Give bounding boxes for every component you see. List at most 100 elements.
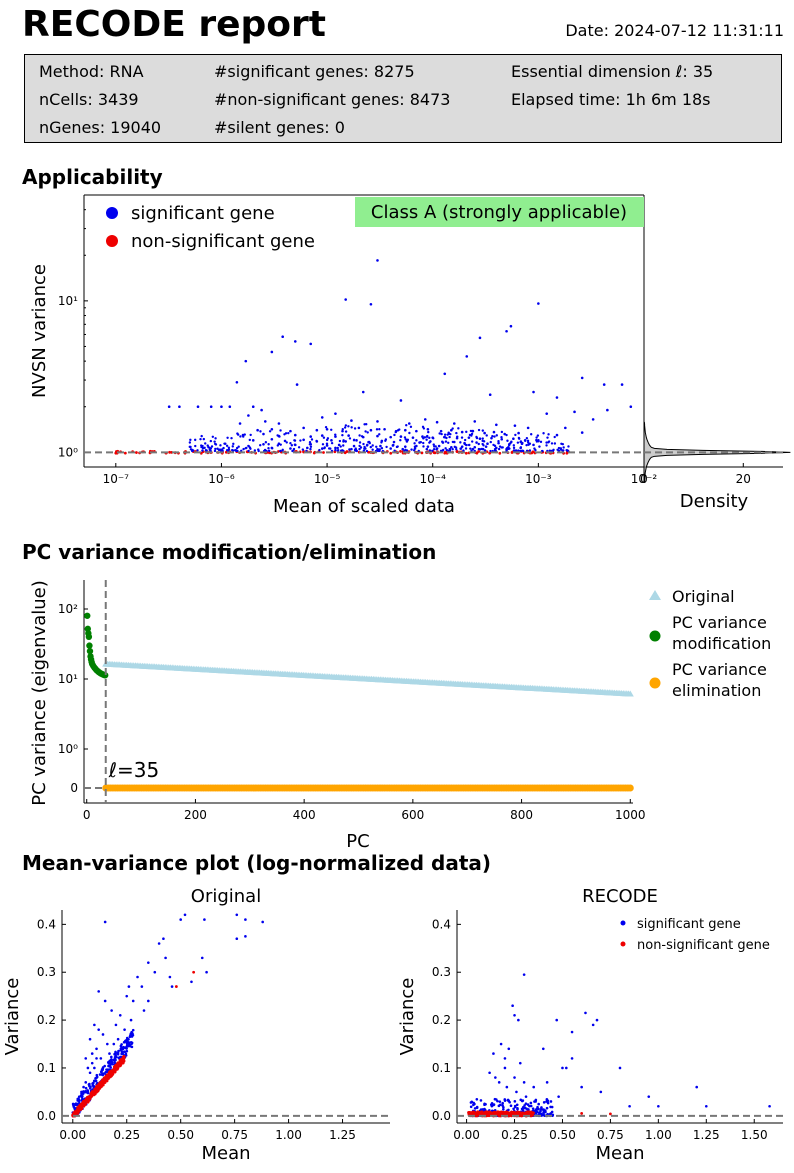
- app-point-significant: [251, 439, 255, 442]
- mv-recode-point-significant: [529, 1104, 533, 1108]
- mv-original-point-significant: [108, 1059, 112, 1063]
- app-point-significant: [196, 449, 199, 452]
- app-point-significant: [334, 435, 337, 438]
- mv-recode-point-significant: [523, 1104, 526, 1107]
- app-point-significant: [358, 434, 361, 437]
- app-point-significant: [407, 422, 411, 425]
- app-point-significant: [271, 447, 274, 450]
- app-point-significant: [433, 445, 436, 448]
- mv-recode-point-nonsignificant: [528, 1111, 532, 1115]
- report-title: RECODE report: [22, 4, 326, 45]
- mv-recode-xlabel: Mean: [595, 1143, 644, 1164]
- app-class-label: Class A (strongly applicable): [371, 202, 627, 223]
- summary-nonsig-genes: #non-significant genes: 8473: [214, 90, 451, 109]
- app-point-significant: [396, 429, 400, 432]
- app-ylabel: NVSN variance: [29, 264, 50, 398]
- app-point-significant: [403, 428, 407, 432]
- app-point-significant: [427, 430, 430, 434]
- app-point-significant: [232, 442, 235, 446]
- app-point-significant: [309, 435, 313, 438]
- mv-recode-point-nonsignificant: [480, 1110, 484, 1115]
- mv-recode-ytick-label: 0.1: [432, 1061, 451, 1075]
- app-point-significant: [242, 447, 245, 451]
- app-point-significant: [196, 405, 200, 409]
- mv-original-point-significant: [80, 1094, 84, 1097]
- mv-recode-point-significant: [475, 1097, 479, 1101]
- mv-original-point-significant: [84, 1081, 88, 1084]
- app-point-significant: [238, 422, 242, 425]
- mv-recode-point-significant: [492, 1052, 495, 1055]
- app-point-significant: [244, 359, 248, 363]
- app-point-significant: [302, 438, 305, 442]
- mv-original-point-significant: [76, 1099, 80, 1102]
- app-point-significant: [290, 444, 294, 447]
- mv-original-point-significant: [110, 1060, 114, 1064]
- mv-original-point-significant: [131, 1028, 135, 1032]
- app-point-significant: [231, 445, 234, 448]
- mv-original-point-significant: [95, 1073, 99, 1077]
- mv-original-point-nonsignificant: [118, 1058, 122, 1063]
- mv-recode-point-significant: [506, 1098, 510, 1102]
- mv-recode-point-significant: [542, 1113, 546, 1117]
- app-point-significant: [545, 444, 548, 447]
- app-point-significant: [357, 426, 361, 430]
- app-class-box: [355, 197, 644, 227]
- pc-point-modification: [101, 672, 109, 679]
- app-point-significant: [534, 448, 537, 452]
- app-point-significant: [360, 435, 364, 438]
- app-point-significant: [457, 427, 460, 430]
- mv-original-point-significant: [131, 999, 135, 1003]
- app-point-nonsignificant: [345, 450, 349, 453]
- app-point-significant: [347, 425, 350, 428]
- app-point-significant: [338, 439, 342, 443]
- mv-original-ytick-label: 0.2: [37, 1013, 56, 1027]
- app-point-significant: [306, 446, 309, 450]
- app-point-significant: [361, 390, 365, 394]
- app-point-significant: [341, 429, 344, 433]
- app-point-significant: [444, 447, 447, 450]
- app-point-significant: [216, 447, 219, 450]
- app-point-significant: [354, 447, 357, 450]
- app-point-significant: [548, 449, 552, 452]
- app-point-significant: [478, 336, 482, 340]
- app-point-significant: [213, 449, 217, 453]
- app-point-significant: [435, 448, 438, 451]
- app-point-significant: [426, 427, 430, 431]
- app-point-significant: [528, 442, 532, 445]
- app-point-significant: [325, 427, 329, 431]
- app-point-significant: [483, 431, 486, 435]
- app-point-significant: [204, 442, 207, 445]
- mv-recode-xtick-label: 0.75: [597, 1128, 624, 1142]
- app-point-significant: [178, 405, 181, 409]
- app-point-significant: [465, 430, 468, 434]
- mv-original-point-significant: [131, 1032, 134, 1035]
- app-point-significant: [344, 430, 348, 433]
- app-point-significant: [432, 437, 435, 440]
- app-point-significant: [369, 445, 373, 449]
- mv-recode-point-significant: [526, 1108, 530, 1111]
- pc-ell-label: ℓ=35: [108, 758, 159, 782]
- mv-original-point-significant: [235, 913, 239, 917]
- app-point-significant: [342, 444, 345, 447]
- app-point-significant: [473, 445, 477, 449]
- mv-recode-point-significant: [535, 1110, 539, 1113]
- mv-original-point-significant: [106, 1042, 109, 1046]
- app-point-significant: [236, 433, 240, 436]
- app-point-nonsignificant: [530, 451, 534, 455]
- mv-recode-point-significant: [513, 1100, 517, 1103]
- mv-original-ytick-label: 0.0: [37, 1109, 56, 1123]
- app-point-nonsignificant: [420, 451, 424, 455]
- app-point-significant: [377, 448, 380, 452]
- app-point-significant: [475, 441, 478, 444]
- mv-original-point-significant: [88, 1084, 91, 1088]
- app-point-significant: [247, 444, 250, 448]
- mv-original-point-significant: [110, 1009, 113, 1012]
- app-point-significant: [334, 412, 337, 415]
- app-point-significant: [513, 449, 517, 452]
- app-point-nonsignificant: [498, 451, 502, 455]
- app-point-significant: [553, 442, 557, 445]
- app-point-significant: [438, 432, 441, 435]
- mv-recode-xtick-label: 1.00: [645, 1128, 672, 1142]
- mv-recode-point-significant: [513, 1104, 517, 1108]
- mv-original-point-nonsignificant: [73, 1110, 77, 1114]
